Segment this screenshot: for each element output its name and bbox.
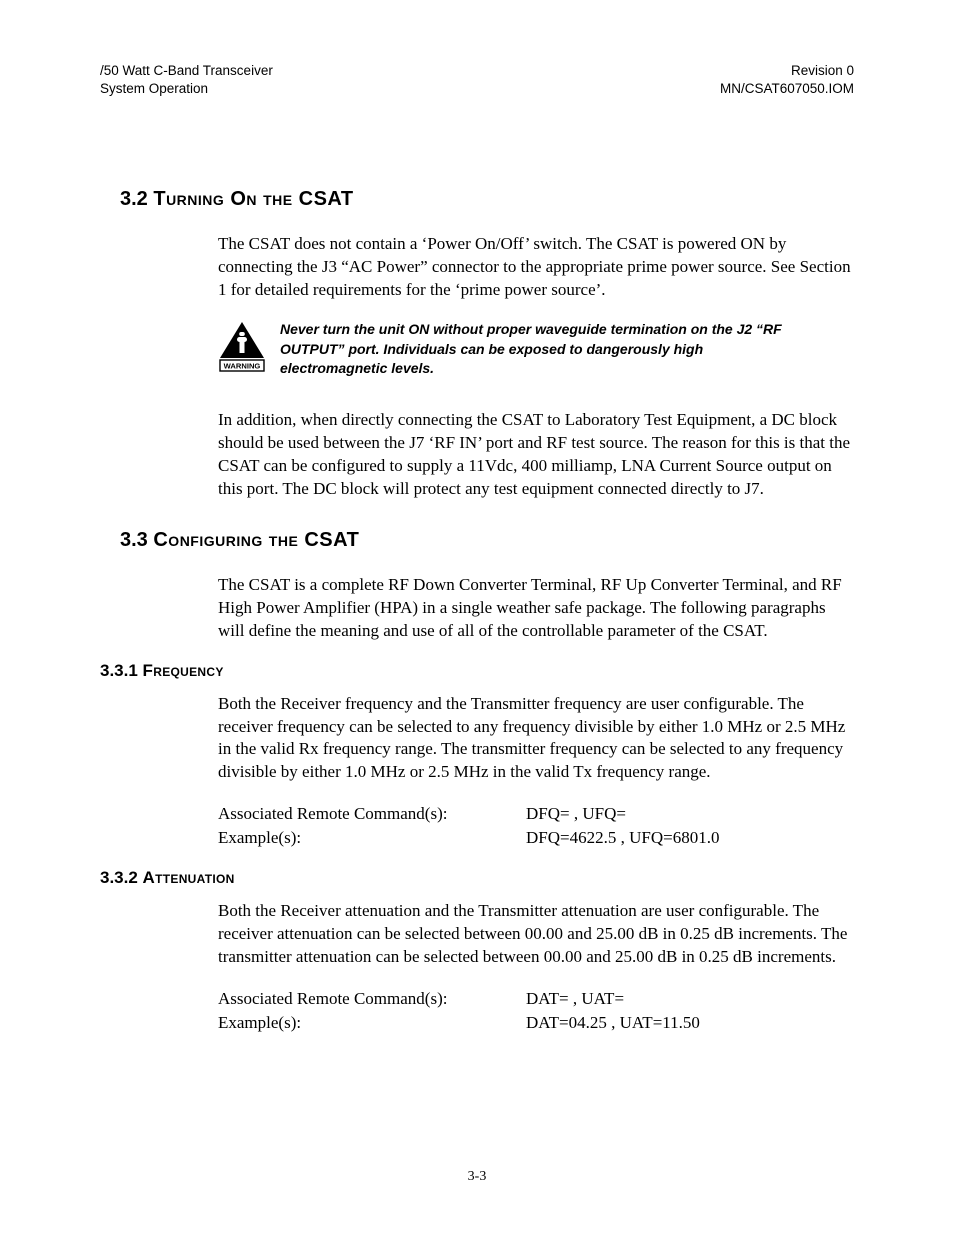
cmd-label: Associated Remote Command(s):: [218, 987, 526, 1011]
heading-number: 3.3.2: [100, 868, 143, 887]
example-label: Example(s):: [218, 826, 526, 850]
para-3-2-1: The CSAT does not contain a ‘Power On/Of…: [218, 233, 854, 302]
header-left: /50 Watt C-Band Transceiver System Opera…: [100, 62, 273, 98]
heading-number: 3.3: [120, 529, 153, 551]
example-value: DFQ=4622.5 , UFQ=6801.0: [526, 826, 719, 850]
header-right-line2: MN/CSAT607050.IOM: [720, 80, 854, 98]
page-header: /50 Watt C-Band Transceiver System Opera…: [100, 62, 854, 98]
warning-text: Never turn the unit ON without proper wa…: [280, 320, 814, 379]
header-right: Revision 0 MN/CSAT607050.IOM: [720, 62, 854, 98]
example-label: Example(s):: [218, 1011, 526, 1035]
table-row: Associated Remote Command(s): DAT= , UAT…: [218, 987, 854, 1011]
heading-number: 3.2: [120, 188, 153, 210]
heading-text: Turning On the CSAT: [153, 188, 353, 210]
header-right-line1: Revision 0: [720, 62, 854, 80]
section-3-2-heading: 3.2 Turning On the CSAT: [120, 188, 854, 211]
table-row: Example(s): DFQ=4622.5 , UFQ=6801.0: [218, 826, 854, 850]
table-row: Associated Remote Command(s): DFQ= , UFQ…: [218, 802, 854, 826]
header-left-line1: /50 Watt C-Band Transceiver: [100, 62, 273, 80]
para-3-2-2: In addition, when directly connecting th…: [218, 409, 854, 501]
header-left-line2: System Operation: [100, 80, 273, 98]
example-value: DAT=04.25 , UAT=11.50: [526, 1011, 700, 1035]
warning-label-text: WARNING: [224, 362, 261, 371]
table-row: Example(s): DAT=04.25 , UAT=11.50: [218, 1011, 854, 1035]
page: /50 Watt C-Band Transceiver System Opera…: [0, 0, 954, 1235]
section-3-3-heading: 3.3 Configuring the CSAT: [120, 529, 854, 552]
cmd-table-331: Associated Remote Command(s): DFQ= , UFQ…: [218, 802, 854, 850]
heading-text: Frequency: [143, 661, 224, 680]
heading-number: 3.3.1: [100, 661, 143, 680]
cmd-value: DFQ= , UFQ=: [526, 802, 626, 826]
warning-icon: WARNING: [218, 320, 266, 372]
para-3-3-1: The CSAT is a complete RF Down Converter…: [218, 574, 854, 643]
para-3-3-2-body: Both the Receiver attenuation and the Tr…: [218, 900, 854, 969]
section-3-3-2-heading: 3.3.2 Attenuation: [100, 868, 854, 888]
page-number: 3-3: [0, 1169, 954, 1185]
para-3-3-1-body: Both the Receiver frequency and the Tran…: [218, 693, 854, 785]
heading-text: Attenuation: [143, 868, 235, 887]
cmd-label: Associated Remote Command(s):: [218, 802, 526, 826]
warning-block: WARNING Never turn the unit ON without p…: [218, 320, 814, 379]
section-3-3-1-heading: 3.3.1 Frequency: [100, 661, 854, 681]
heading-text: Configuring the CSAT: [153, 529, 359, 551]
cmd-table-332: Associated Remote Command(s): DAT= , UAT…: [218, 987, 854, 1035]
cmd-value: DAT= , UAT=: [526, 987, 624, 1011]
